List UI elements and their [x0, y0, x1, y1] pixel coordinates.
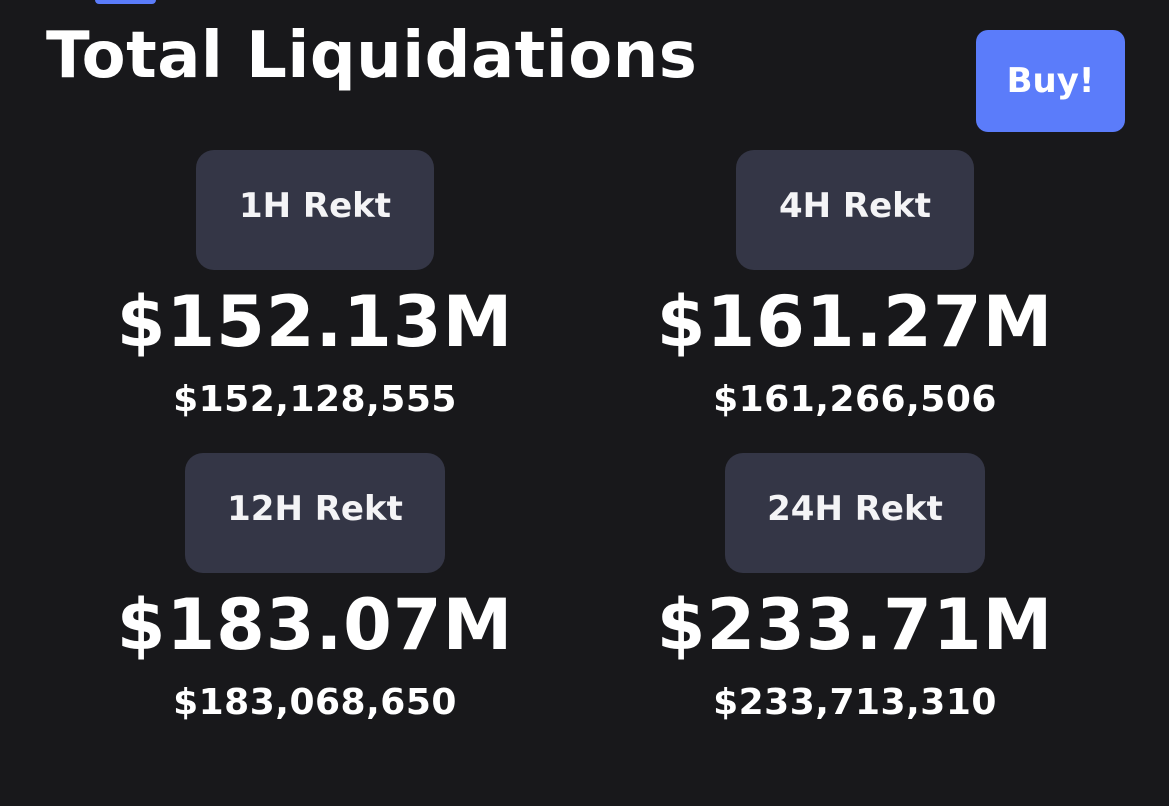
stat-value-4h: $161.27M	[656, 281, 1054, 363]
stat-1h: 1H Rekt $152.13M $152,128,555	[45, 150, 585, 424]
stat-24h: 24H Rekt $233.71M $233,713,310	[585, 453, 1125, 727]
stat-label-4h[interactable]: 4H Rekt	[736, 150, 974, 270]
stat-12h: 12H Rekt $183.07M $183,068,650	[45, 453, 585, 727]
stat-label-24h[interactable]: 24H Rekt	[725, 453, 985, 573]
stat-value-24h: $233.71M	[656, 584, 1054, 666]
stat-label-1h[interactable]: 1H Rekt	[196, 150, 434, 270]
stat-exact-24h: $233,713,310	[713, 682, 997, 723]
top-accent-bar	[95, 0, 156, 4]
buy-button[interactable]: Buy!	[976, 30, 1125, 132]
stat-4h: 4H Rekt $161.27M $161,266,506	[585, 150, 1125, 424]
stat-value-1h: $152.13M	[116, 281, 514, 363]
stat-exact-4h: $161,266,506	[713, 379, 997, 420]
stat-value-12h: $183.07M	[116, 584, 514, 666]
stat-exact-12h: $183,068,650	[173, 682, 457, 723]
stat-label-12h[interactable]: 12H Rekt	[185, 453, 445, 573]
page-title: Total Liquidations	[46, 19, 698, 93]
stat-exact-1h: $152,128,555	[173, 379, 457, 420]
